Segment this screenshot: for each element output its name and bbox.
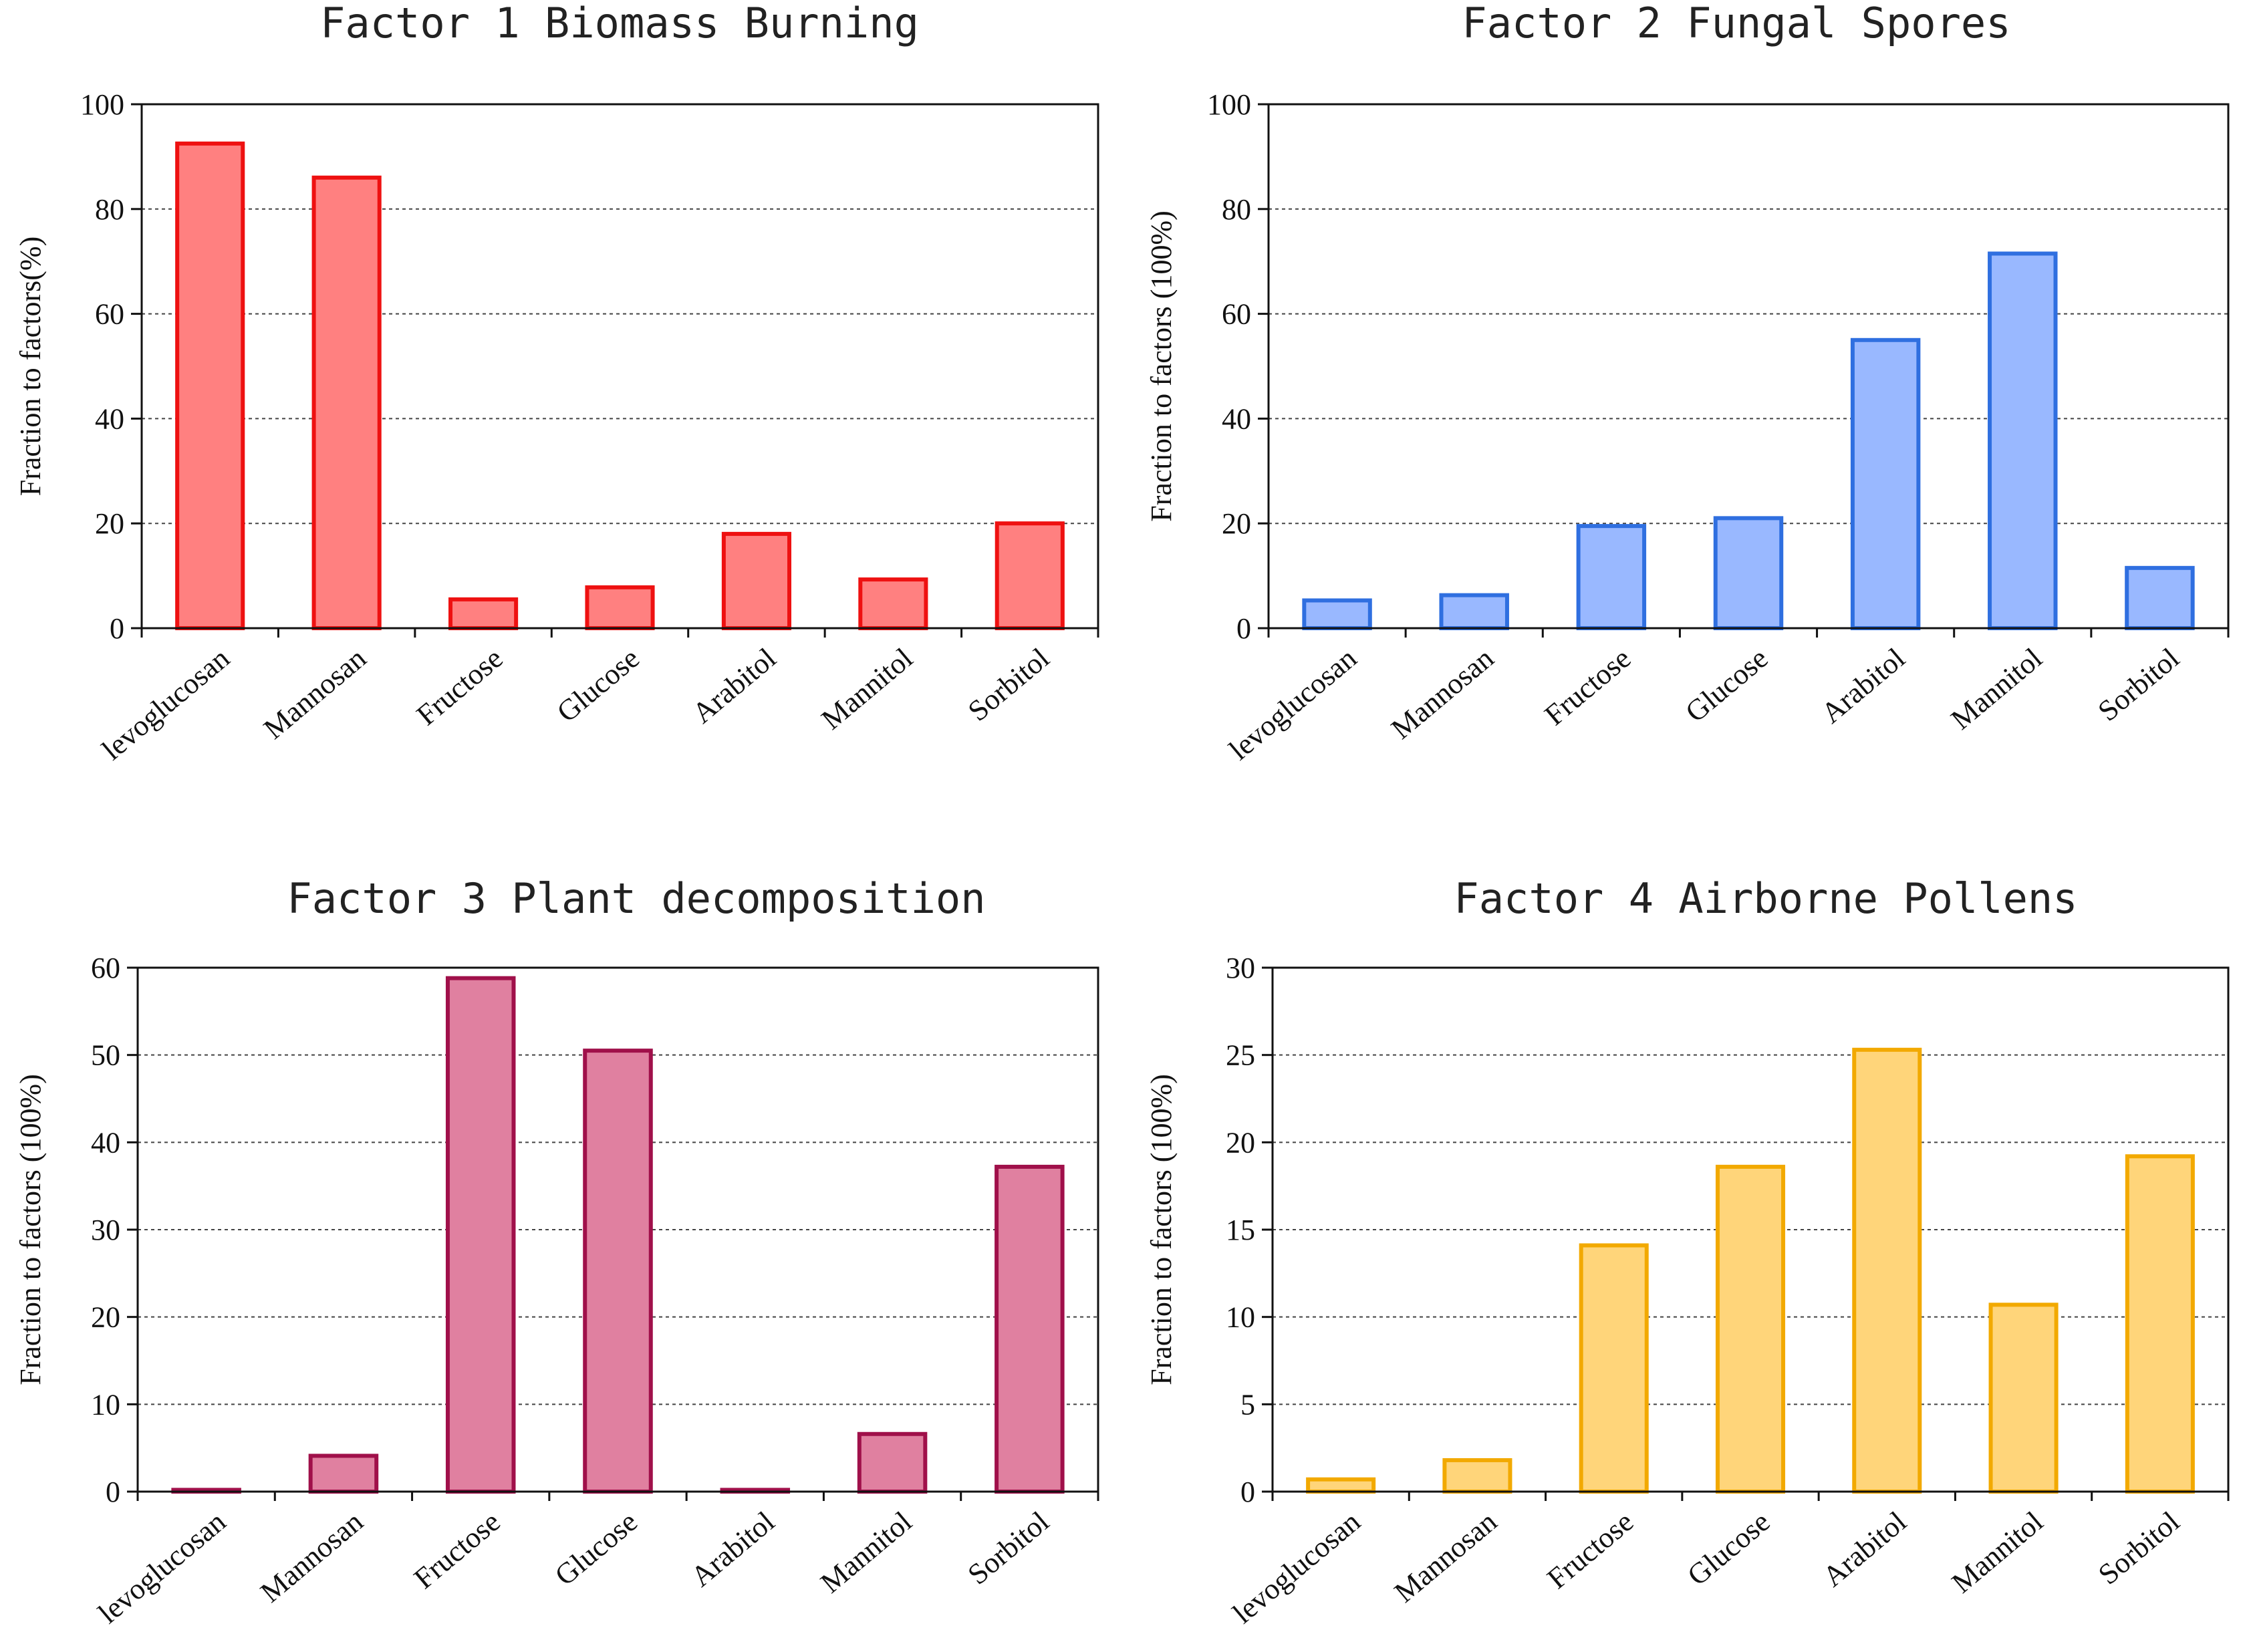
bar-sorbitol bbox=[995, 521, 1065, 631]
category-label: Sorbitol bbox=[2092, 1505, 2186, 1591]
y-tick-label: 80 bbox=[95, 193, 124, 226]
category-label: Glucose bbox=[551, 642, 646, 728]
category-label: Mannosan bbox=[1388, 1505, 1503, 1609]
y-tick-label: 20 bbox=[1226, 1126, 1255, 1159]
category-label: Mannitol bbox=[814, 1505, 918, 1599]
bar-arabitol bbox=[721, 531, 791, 630]
chart-panel-factor-1: Factor 1 Biomass Burning Fraction to fact… bbox=[14, 0, 1099, 767]
y-tick-label: 40 bbox=[91, 1126, 120, 1159]
category-label: Fructose bbox=[410, 642, 509, 732]
y-tick-label: 20 bbox=[1222, 507, 1251, 540]
y-tick-label: 100 bbox=[1207, 88, 1251, 121]
category-label: Fructose bbox=[1539, 642, 1637, 732]
category-label: Mannitol bbox=[1945, 642, 2048, 736]
bar-arabitol bbox=[1852, 1047, 1922, 1494]
y-tick-label: 80 bbox=[1222, 193, 1251, 226]
bar-mannosan bbox=[1442, 1458, 1512, 1494]
category-label: levoglucosan bbox=[92, 1505, 232, 1630]
category-label: Fructose bbox=[1541, 1505, 1640, 1595]
category-label: Mannitol bbox=[815, 642, 919, 736]
category-label: Mannitol bbox=[1946, 1505, 2049, 1599]
y-tick-label: 20 bbox=[95, 507, 124, 540]
category-label: levoglucosan bbox=[1226, 1505, 1366, 1630]
y-tick-label: 60 bbox=[95, 298, 124, 331]
y-tick-label: 60 bbox=[1222, 298, 1251, 331]
y-tick-label: 10 bbox=[91, 1388, 120, 1421]
chart-title: Factor 4 Airborne Pollens bbox=[1454, 874, 2077, 923]
category-label: Mannosan bbox=[254, 1505, 369, 1609]
y-tick-label: 40 bbox=[95, 402, 124, 435]
category-label: Arabitol bbox=[1817, 1505, 1913, 1593]
category-label: Arabitol bbox=[686, 642, 783, 730]
category-label: Arabitol bbox=[1815, 642, 1911, 730]
category-label: Glucose bbox=[1679, 642, 1774, 728]
y-tick-label: 30 bbox=[91, 1214, 120, 1246]
plot-frame bbox=[140, 103, 1099, 630]
chart-panel-factor-2: Factor 2 Fungal Spores Fraction to factor… bbox=[1145, 0, 2230, 767]
y-axis-label: Fraction to factors (100%) bbox=[1145, 211, 1178, 522]
plot-frame bbox=[1267, 103, 2230, 630]
category-label: Sorbitol bbox=[2092, 642, 2186, 728]
bar-mannitol bbox=[858, 577, 928, 631]
bar-fructose bbox=[445, 976, 516, 1494]
category-label: Mannosan bbox=[1385, 642, 1500, 745]
chart-title: Factor 2 Fungal Spores bbox=[1462, 0, 2010, 47]
bar-fructose bbox=[1579, 1243, 1649, 1494]
y-tick-label: 30 bbox=[1226, 952, 1255, 984]
chart-panel-factor-4: Factor 4 Airborne Pollens Fraction to fac… bbox=[1145, 874, 2230, 1630]
y-tick-label: 25 bbox=[1226, 1039, 1255, 1072]
bar-sorbitol bbox=[2125, 1154, 2195, 1494]
y-tick-label: 100 bbox=[80, 88, 124, 121]
bar-levoglucosan bbox=[1306, 1477, 1376, 1494]
y-tick-label: 10 bbox=[1226, 1301, 1255, 1334]
category-label: Sorbitol bbox=[962, 642, 1055, 728]
chart-title: Factor 1 Biomass Burning bbox=[320, 0, 919, 47]
bar-arabitol bbox=[1850, 337, 1921, 630]
category-label: levoglucosan bbox=[1223, 642, 1363, 767]
y-tick-label: 5 bbox=[1240, 1388, 1255, 1421]
category-label: Mannosan bbox=[257, 642, 372, 745]
y-tick-label: 0 bbox=[1236, 612, 1251, 645]
bar-sorbitol bbox=[2125, 565, 2195, 631]
y-axis-label: Fraction to factors (100%) bbox=[1145, 1074, 1178, 1385]
y-axis-label: Fraction to factors(%) bbox=[14, 237, 47, 497]
bar-mannitol bbox=[1988, 1302, 2059, 1494]
y-tick-label: 20 bbox=[91, 1301, 120, 1334]
bar-levoglucosan bbox=[1302, 598, 1372, 630]
bar-fructose bbox=[448, 597, 519, 631]
bar-mannitol bbox=[1988, 251, 2058, 630]
y-tick-label: 40 bbox=[1222, 402, 1251, 435]
y-tick-label: 15 bbox=[1226, 1214, 1255, 1246]
bar-mannosan bbox=[308, 1454, 379, 1494]
y-tick-label: 0 bbox=[110, 612, 124, 645]
bar-fructose bbox=[1576, 524, 1647, 630]
y-tick-label: 50 bbox=[91, 1039, 120, 1072]
chart-title: Factor 3 Plant decomposition bbox=[287, 874, 985, 923]
bar-levoglucosan bbox=[175, 141, 245, 631]
category-label: Glucose bbox=[1681, 1505, 1776, 1592]
y-axis-label: Fraction to factors (100%) bbox=[14, 1074, 47, 1385]
y-tick-label: 0 bbox=[1240, 1476, 1255, 1508]
bar-sorbitol bbox=[995, 1164, 1065, 1494]
bar-glucose bbox=[1713, 516, 1784, 630]
bar-mannosan bbox=[1439, 593, 1509, 630]
bar-glucose bbox=[1715, 1164, 1786, 1494]
bar-glucose bbox=[583, 1049, 653, 1494]
category-label: Fructose bbox=[408, 1505, 507, 1595]
bar-glucose bbox=[585, 585, 655, 631]
category-label: levoglucosan bbox=[96, 642, 235, 767]
bar-mannosan bbox=[311, 175, 382, 630]
y-tick-label: 0 bbox=[106, 1476, 120, 1508]
y-tick-label: 60 bbox=[91, 952, 120, 984]
bar-mannitol bbox=[857, 1431, 928, 1494]
category-label: Sorbitol bbox=[962, 1505, 1055, 1591]
category-label: Glucose bbox=[549, 1505, 644, 1592]
category-label: Arabitol bbox=[684, 1505, 781, 1593]
chart-panel-factor-3: Factor 3 Plant decomposition Fraction to … bbox=[14, 874, 1099, 1630]
